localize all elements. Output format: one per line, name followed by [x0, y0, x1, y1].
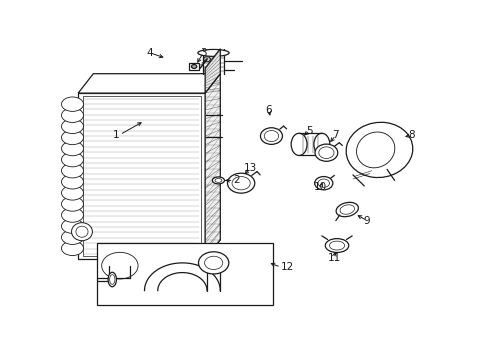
- Ellipse shape: [335, 202, 358, 217]
- Text: 7: 7: [332, 130, 339, 140]
- Ellipse shape: [314, 144, 337, 161]
- Ellipse shape: [61, 108, 83, 122]
- Ellipse shape: [61, 208, 83, 222]
- Text: 1: 1: [113, 130, 120, 140]
- Ellipse shape: [346, 122, 412, 177]
- Ellipse shape: [61, 197, 83, 211]
- Text: 5: 5: [306, 126, 312, 135]
- Polygon shape: [78, 93, 205, 260]
- Circle shape: [204, 256, 223, 270]
- Text: 13: 13: [244, 163, 257, 174]
- Ellipse shape: [109, 275, 115, 284]
- Text: 2: 2: [233, 175, 240, 185]
- Ellipse shape: [232, 176, 250, 190]
- Ellipse shape: [313, 133, 329, 156]
- Ellipse shape: [61, 230, 83, 244]
- Text: 4: 4: [146, 48, 153, 58]
- Polygon shape: [205, 74, 220, 260]
- Polygon shape: [78, 74, 220, 93]
- Text: 9: 9: [363, 216, 369, 226]
- Ellipse shape: [260, 128, 282, 144]
- FancyBboxPatch shape: [189, 63, 199, 70]
- Ellipse shape: [356, 132, 394, 168]
- Ellipse shape: [215, 179, 222, 183]
- Text: 3: 3: [200, 48, 206, 58]
- Ellipse shape: [325, 239, 348, 252]
- Ellipse shape: [61, 186, 83, 200]
- Circle shape: [104, 254, 136, 277]
- Ellipse shape: [198, 49, 229, 57]
- Text: 8: 8: [407, 130, 414, 140]
- Ellipse shape: [61, 219, 83, 233]
- Polygon shape: [97, 243, 273, 305]
- Ellipse shape: [212, 177, 224, 184]
- Ellipse shape: [61, 119, 83, 134]
- Polygon shape: [203, 57, 210, 62]
- Ellipse shape: [318, 147, 333, 158]
- Ellipse shape: [61, 130, 83, 145]
- Ellipse shape: [314, 176, 332, 190]
- Text: 12: 12: [280, 262, 294, 272]
- Text: 10: 10: [313, 183, 326, 192]
- Ellipse shape: [61, 141, 83, 156]
- Ellipse shape: [290, 133, 306, 156]
- Circle shape: [198, 252, 228, 274]
- Text: 11: 11: [326, 253, 340, 263]
- Ellipse shape: [264, 131, 278, 141]
- Text: 6: 6: [265, 105, 271, 115]
- Circle shape: [191, 64, 196, 68]
- Circle shape: [102, 252, 138, 279]
- Ellipse shape: [61, 97, 83, 111]
- Ellipse shape: [317, 179, 329, 187]
- Ellipse shape: [108, 272, 116, 287]
- Ellipse shape: [61, 241, 83, 256]
- Ellipse shape: [76, 226, 88, 237]
- Ellipse shape: [61, 163, 83, 178]
- Ellipse shape: [61, 175, 83, 189]
- Ellipse shape: [71, 223, 92, 241]
- Ellipse shape: [329, 241, 344, 250]
- Circle shape: [110, 258, 129, 273]
- Ellipse shape: [61, 152, 83, 167]
- Ellipse shape: [339, 205, 354, 214]
- Ellipse shape: [227, 173, 254, 193]
- Polygon shape: [205, 49, 220, 93]
